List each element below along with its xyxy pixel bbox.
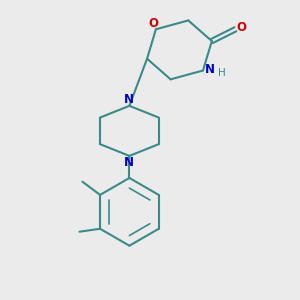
- Text: N: N: [124, 156, 134, 169]
- Text: O: O: [148, 17, 158, 30]
- Text: H: H: [218, 68, 225, 78]
- Text: N: N: [206, 62, 215, 76]
- Text: N: N: [124, 93, 134, 106]
- Text: O: O: [237, 21, 247, 34]
